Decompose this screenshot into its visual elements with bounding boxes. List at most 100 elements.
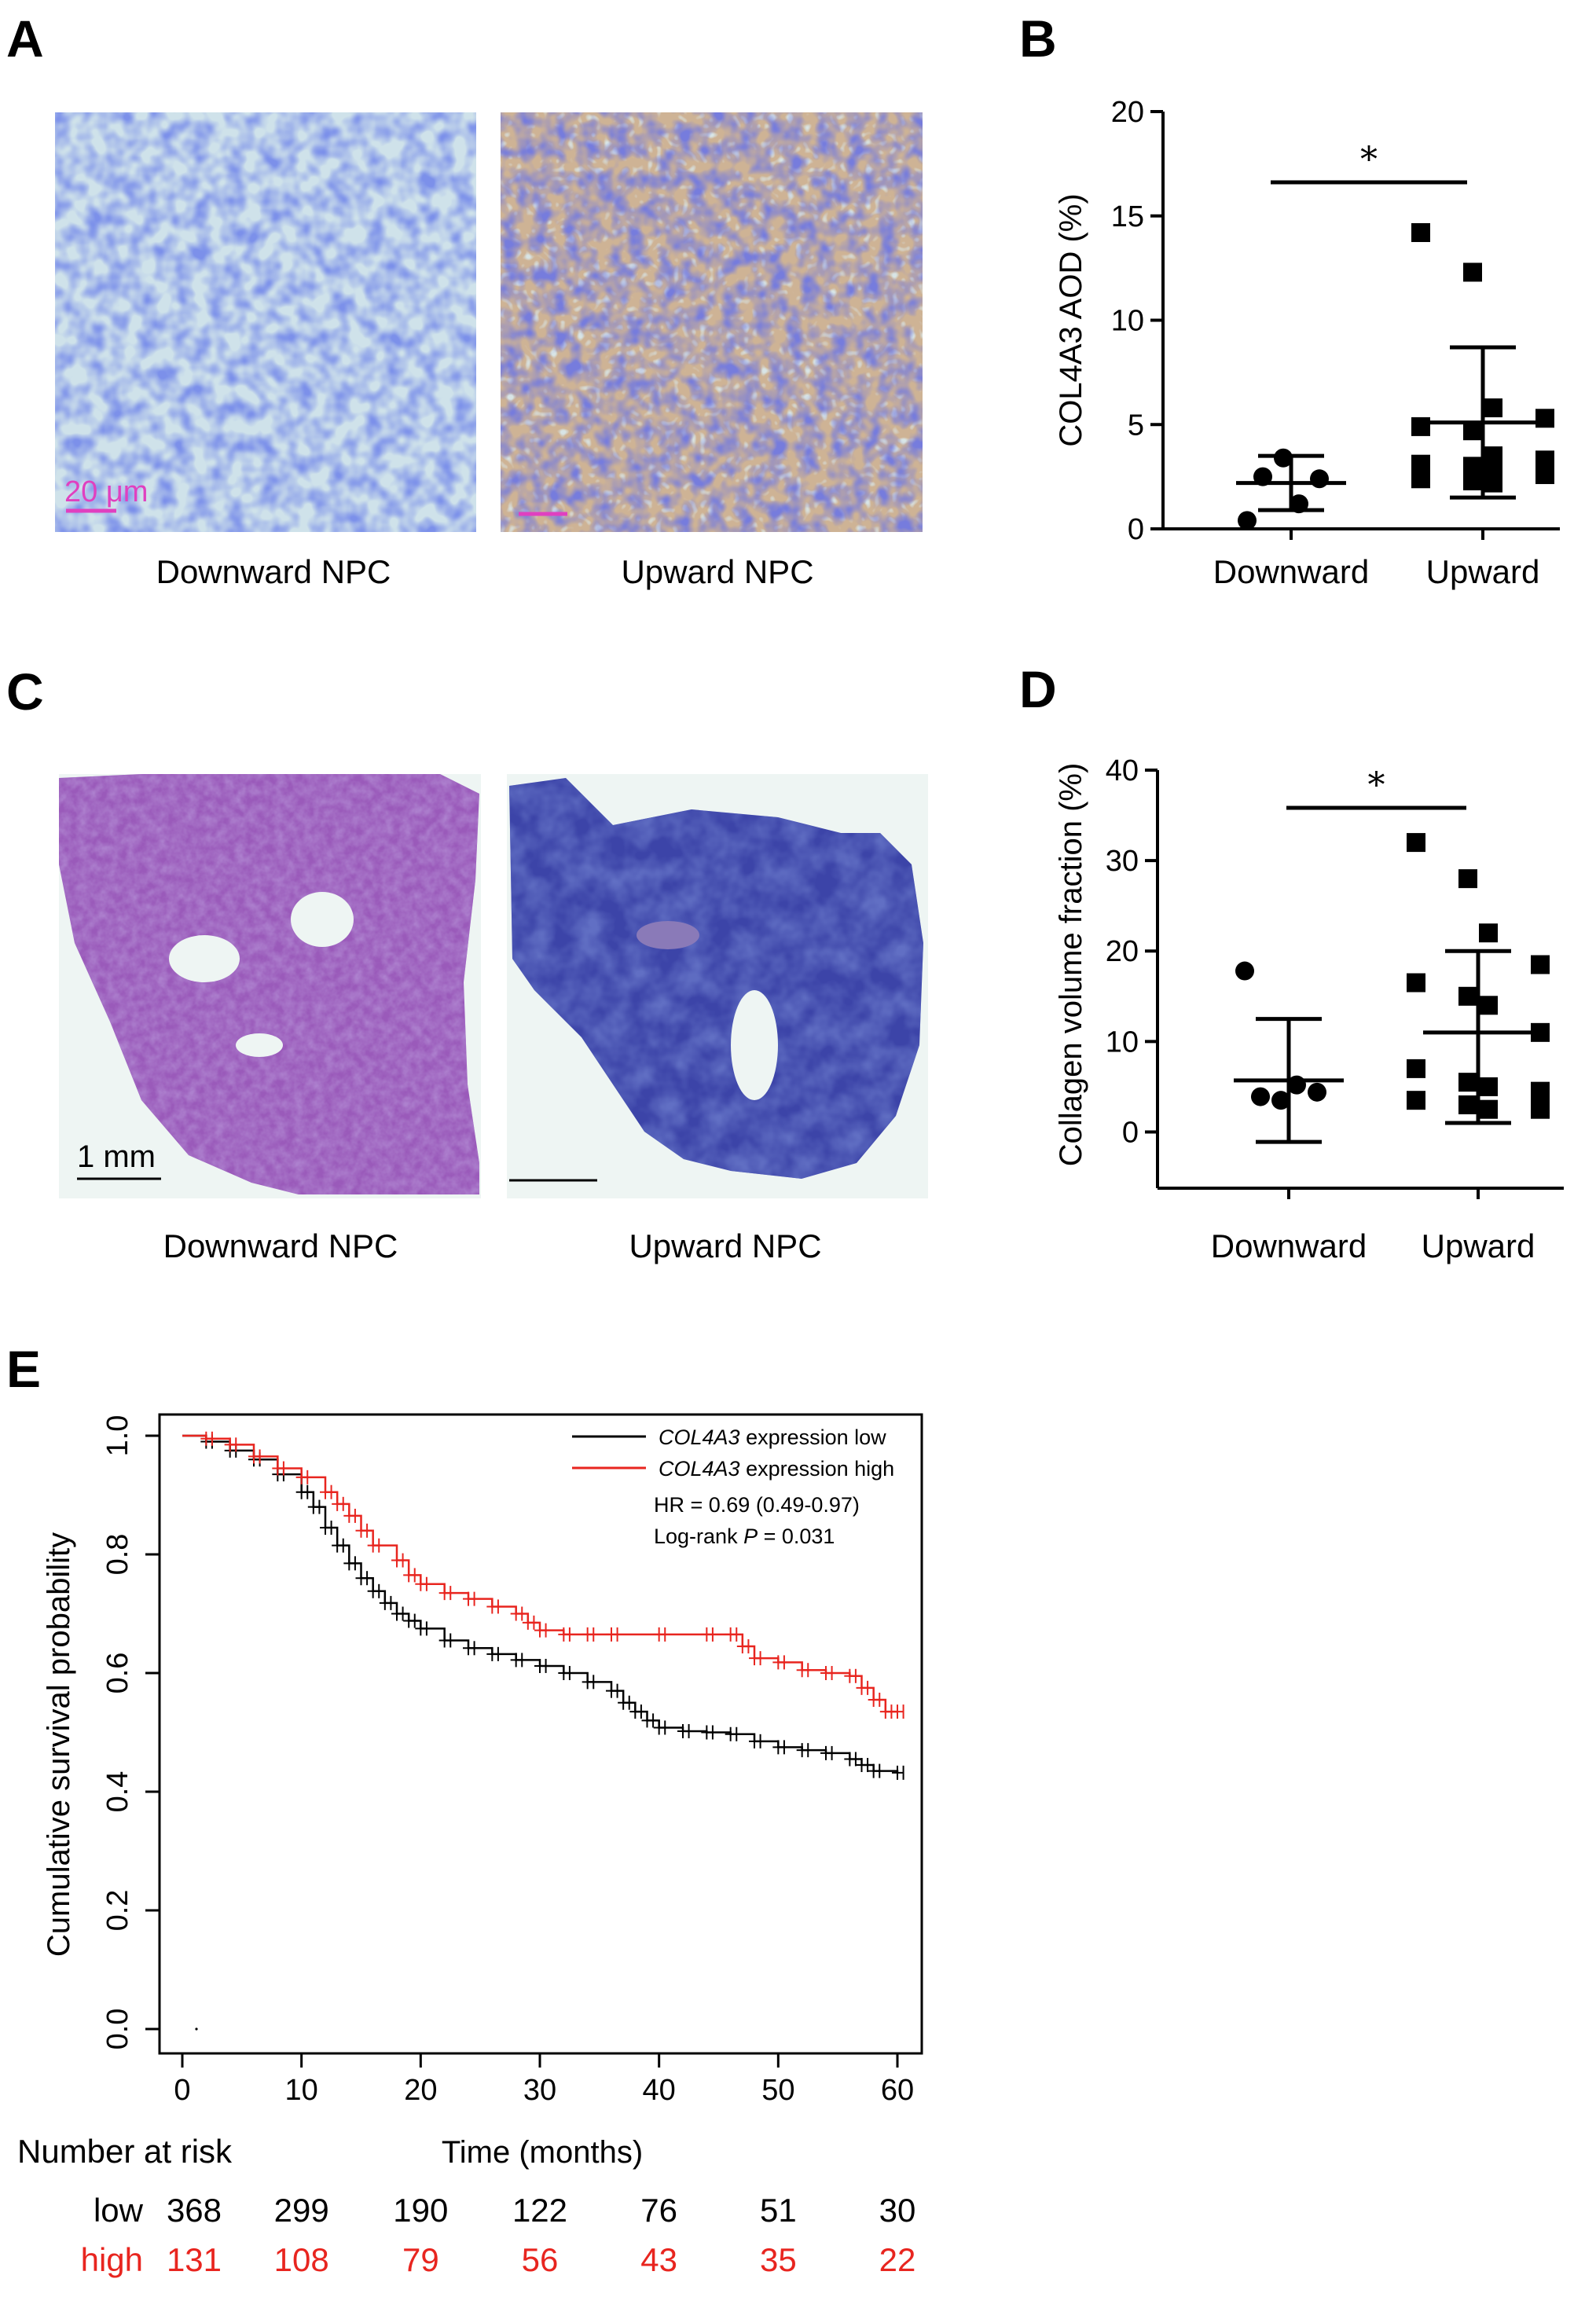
data-point (1310, 469, 1329, 489)
data-point (1484, 473, 1502, 493)
plot-frame (158, 1413, 923, 2055)
y-tick-label: 10 (1106, 1026, 1139, 1059)
censor-mark (403, 1613, 415, 1628)
x-tick-label: 0 (174, 2074, 190, 2107)
y-tick-label: 1.0 (101, 1415, 134, 1457)
significance-star: * (1368, 765, 1385, 805)
data-point (1287, 1075, 1306, 1095)
data-point (1458, 869, 1477, 889)
data-point (1253, 467, 1272, 486)
risk-row-label-high: high (81, 2241, 143, 2278)
censor-mark (272, 1461, 284, 1476)
legend: COL4A3 expression low COL4A3 expression … (572, 1426, 894, 1548)
y-tick-label: 40 (1106, 754, 1139, 787)
y-tick-label: 0 (1128, 513, 1144, 546)
x-category-label: Downward (1213, 553, 1369, 590)
censor-mark (355, 1571, 367, 1586)
panel-label-a: A (6, 9, 44, 68)
caption-upward-npc-c: Upward NPC (629, 1227, 821, 1264)
censor-mark (879, 1704, 891, 1719)
chart-kaplan-meier: 0.0 0.2 0.4 0.6 0.8 1.0 0 10 20 30 40 50 60 Cumulat… (42, 1413, 923, 2170)
censor-mark (868, 1692, 879, 1707)
panel-label-d: D (1019, 660, 1057, 718)
legend-label-low: COL4A3 expression low (659, 1426, 886, 1449)
number-at-risk-table: Number at risk low 368 299 190 122 76 51 30 high… (17, 2133, 915, 2278)
censor-mark (510, 1653, 522, 1668)
x-tick-label: 40 (643, 2074, 676, 2107)
data-point (1407, 833, 1425, 853)
censor-mark (403, 1568, 415, 1583)
data-point (1535, 409, 1554, 428)
censor-mark (820, 1745, 831, 1760)
panel-a-image-left: 20 μm (55, 112, 476, 532)
censor-mark (701, 1627, 713, 1642)
data-point (1479, 996, 1498, 1015)
y-axis-label: COL4A3 AOD (%) (1054, 193, 1088, 446)
panel-c-image-right (507, 774, 928, 1198)
hazard-ratio-text: HR = 0.69 (0.49-0.97) (654, 1493, 860, 1517)
data-point (1411, 469, 1430, 489)
significance-star: * (1360, 140, 1378, 180)
caption-downward-npc-a: Downward NPC (156, 553, 391, 590)
panel-a-image-right (501, 112, 923, 532)
y-axis-label: Cumulative survival probability (42, 1532, 76, 1957)
y-tick-label: 0 (1122, 1116, 1139, 1149)
censor-mark (606, 1683, 617, 1698)
data-point (1411, 416, 1430, 436)
censor-mark (892, 1704, 903, 1719)
censor-mark (463, 1591, 474, 1606)
censor-mark (558, 1666, 570, 1680)
censor-mark (701, 1725, 713, 1740)
y-tick-label: 0.2 (101, 1890, 134, 1932)
data-point (1531, 1081, 1550, 1101)
censor-mark (820, 1666, 831, 1680)
data-point (1458, 986, 1477, 1006)
censor-mark (367, 1538, 379, 1553)
censor-mark (391, 1553, 402, 1568)
data-point (1411, 222, 1430, 242)
y-tick-label: 0.4 (101, 1771, 134, 1813)
x-category-label: Upward (1426, 553, 1540, 590)
data-point (1274, 448, 1293, 468)
y-tick-label: 5 (1128, 409, 1144, 442)
data-point (1535, 464, 1554, 484)
censor-mark (736, 1639, 748, 1654)
censor-mark (796, 1743, 808, 1758)
risk-row-label-low: low (94, 2192, 144, 2229)
risk-value: 122 (512, 2192, 567, 2229)
risk-value: 22 (879, 2241, 916, 2278)
censor-mark (415, 1576, 427, 1591)
y-tick-label: 0.0 (101, 2009, 134, 2050)
x-tick-label: 60 (881, 2074, 914, 2107)
censor-mark (606, 1627, 617, 1642)
censor-mark (868, 1763, 879, 1778)
scale-bar-label: 1 mm (77, 1139, 156, 1174)
risk-value: 35 (760, 2241, 797, 2278)
censor-mark (641, 1713, 653, 1728)
censor-mark (749, 1651, 760, 1666)
data-point (1463, 471, 1482, 490)
y-tick-label: 0.8 (101, 1534, 134, 1576)
data-point (1531, 955, 1550, 974)
censor-mark (320, 1484, 331, 1499)
data-point (1235, 961, 1254, 981)
data-point (1463, 421, 1482, 441)
risk-value: 79 (402, 2241, 439, 2278)
data-point (1479, 1077, 1498, 1096)
caption-upward-npc-a: Upward NPC (621, 553, 813, 590)
censor-mark (856, 1680, 868, 1695)
censor-mark (772, 1655, 784, 1670)
panel-c-image-left: 1 mm (59, 774, 481, 1198)
censor-mark (200, 1431, 212, 1446)
censor-mark (725, 1726, 736, 1741)
x-tick-label: 20 (404, 2074, 437, 2107)
censor-mark (558, 1627, 570, 1642)
censor-mark (343, 1556, 355, 1571)
data-point (1463, 262, 1482, 282)
x-axis-label: Time (months) (442, 2135, 643, 2170)
data-point (1479, 1099, 1498, 1119)
x-tick-label: 30 (523, 2074, 556, 2107)
risk-value: 51 (760, 2192, 797, 2229)
x-tick-label: 10 (285, 2074, 318, 2107)
panel-label-e: E (6, 1340, 41, 1398)
